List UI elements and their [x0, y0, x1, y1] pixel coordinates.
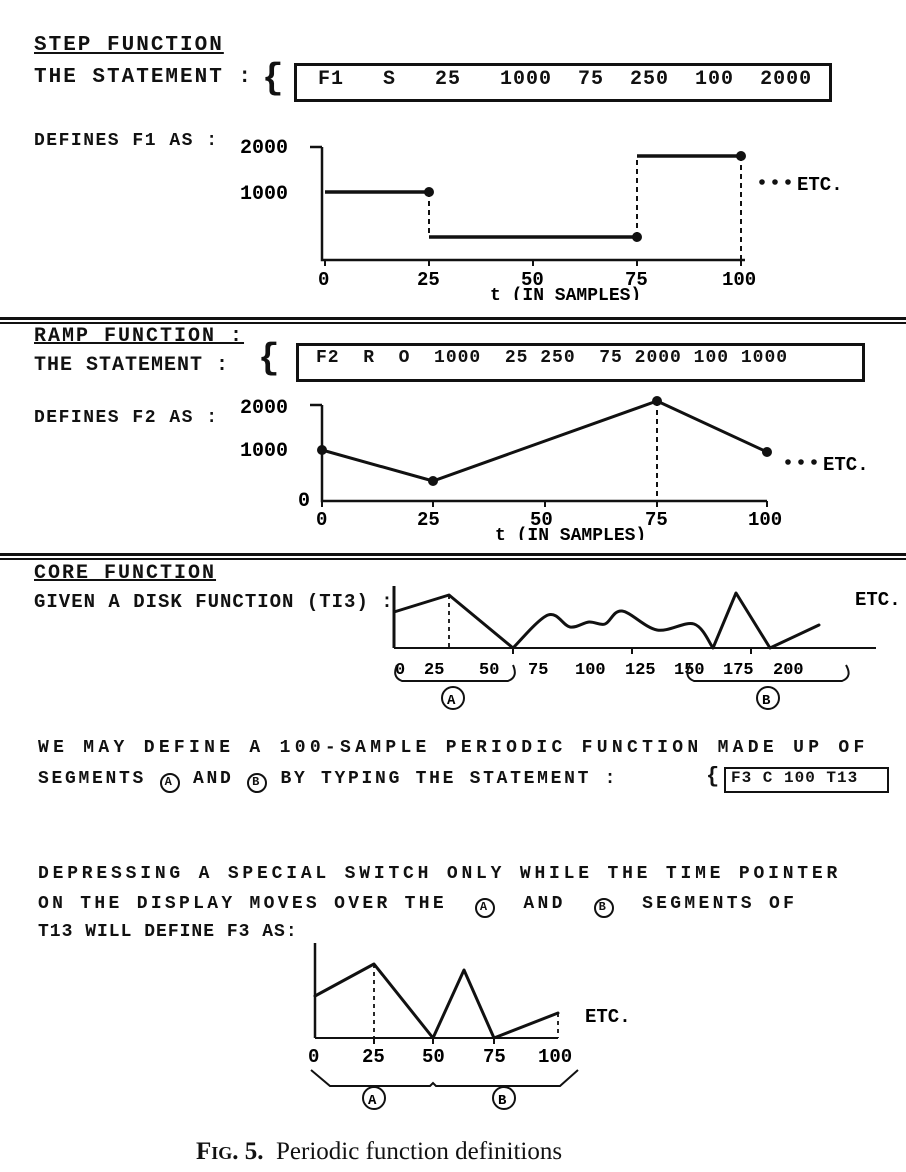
svg-text:25: 25: [362, 1046, 385, 1068]
svg-text:0: 0: [308, 1046, 319, 1068]
svg-text:B: B: [498, 1093, 507, 1109]
svg-text:100: 100: [538, 1046, 572, 1068]
svg-text:50: 50: [422, 1046, 445, 1068]
svg-text:75: 75: [483, 1046, 506, 1068]
svg-text:A: A: [368, 1093, 377, 1109]
svg-text:ETC.: ETC.: [585, 1006, 631, 1028]
